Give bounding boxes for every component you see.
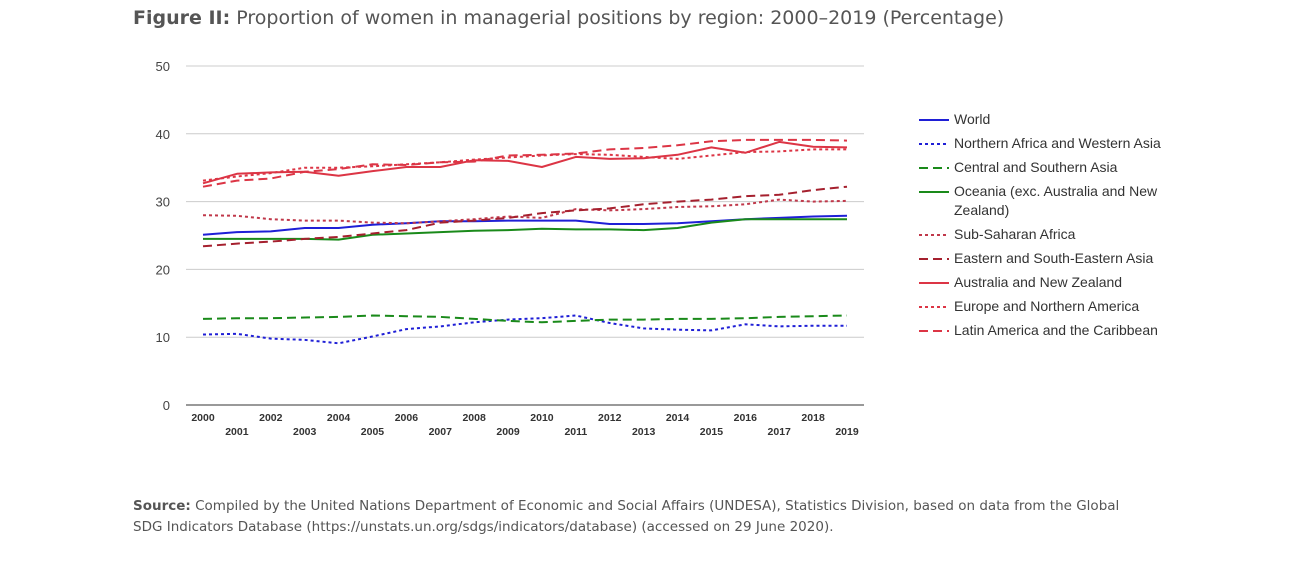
y-tick-label: 40	[156, 127, 170, 142]
y-tick-label: 10	[156, 330, 170, 345]
legend-swatch	[919, 191, 949, 193]
legend-swatch	[919, 167, 949, 169]
x-tick-label: 2016	[734, 412, 758, 424]
source-note: Source: Compiled by the United Nations D…	[133, 496, 1143, 538]
legend-label: World	[954, 111, 991, 127]
x-tick-label: 2018	[801, 412, 825, 424]
legend-item: Oceania (exc. Australia and New Zealand)	[918, 182, 1188, 220]
legend-swatch	[919, 330, 949, 332]
legend-swatch	[919, 306, 949, 308]
legend-label: Oceania (exc. Australia and New Zealand)	[954, 183, 1158, 218]
figure-label: Figure II:	[133, 7, 231, 29]
source-label: Source:	[133, 498, 191, 514]
legend-label: Central and Southern Asia	[954, 159, 1118, 175]
x-tick-label: 2019	[835, 426, 859, 438]
legend-label: Latin America and the Caribbean	[954, 322, 1158, 338]
legend-item: Central and Southern Asia	[918, 158, 1188, 177]
legend-item: Sub-Saharan Africa	[918, 225, 1188, 244]
y-tick-label: 50	[156, 59, 170, 74]
x-tick-label: 2009	[496, 426, 520, 438]
legend-item: Latin America and the Caribbean	[918, 321, 1188, 340]
x-tick-label: 2015	[700, 426, 724, 438]
legend-label: Australia and New Zealand	[954, 274, 1123, 290]
y-tick-label: 0	[163, 398, 170, 413]
legend-item: World	[918, 110, 1188, 129]
legend-swatch	[919, 282, 949, 284]
legend-item: Europe and Northern America	[918, 297, 1188, 316]
x-tick-label: 2014	[666, 412, 690, 424]
figure-title: Figure II: Proportion of women in manage…	[133, 7, 1004, 29]
x-tick-label: 2011	[564, 426, 587, 438]
series-line	[202, 185, 848, 248]
y-tick-label: 30	[156, 195, 170, 210]
x-tick-label: 2013	[632, 426, 656, 438]
x-tick-label: 2007	[429, 426, 453, 438]
series-line	[202, 314, 847, 345]
legend-label: Northern Africa and Western Asia	[954, 135, 1161, 151]
source-text: Compiled by the United Nations Departmen…	[133, 498, 1120, 535]
series-line	[202, 138, 848, 188]
legend-item: Eastern and South-Eastern Asia	[918, 249, 1188, 268]
legend-item: Australia and New Zealand	[918, 273, 1188, 292]
legend-swatch	[919, 143, 949, 145]
line-chart: 0 10 20 30 40 50 2000 2001 2002 2003 2004 2005 2006 2…	[156, 59, 864, 438]
x-tick-label: 2005	[361, 426, 385, 438]
legend-label: Eastern and South-Eastern Asia	[954, 250, 1154, 266]
legend-swatch	[919, 258, 949, 260]
x-tick-label: 2003	[293, 426, 317, 438]
x-tick-label: 2001	[225, 426, 249, 438]
x-tick-label: 2002	[259, 412, 283, 424]
y-tick-label: 20	[156, 262, 170, 277]
legend-label: Europe and Northern America	[954, 298, 1140, 314]
legend-label: Sub-Saharan Africa	[954, 226, 1076, 242]
figure-title-text: Proportion of women in managerial positi…	[236, 7, 1005, 29]
x-tick-label: 2008	[462, 412, 486, 424]
x-tick-label: 2000	[191, 412, 215, 424]
series-line	[202, 140, 848, 185]
legend-item: Northern Africa and Western Asia	[918, 134, 1188, 153]
x-tick-label: 2010	[530, 412, 554, 424]
legend-swatch	[919, 234, 949, 236]
chart-legend: World Northern Africa and Western Asia Cen…	[918, 110, 1188, 345]
series-line	[202, 314, 848, 324]
legend-swatch	[919, 119, 949, 121]
series-line	[202, 148, 847, 182]
x-tick-label: 2006	[395, 412, 419, 424]
x-tick-label: 2017	[768, 426, 792, 438]
x-tick-label: 2012	[598, 412, 622, 424]
series-line	[203, 218, 847, 241]
x-tick-label: 2004	[327, 412, 351, 424]
